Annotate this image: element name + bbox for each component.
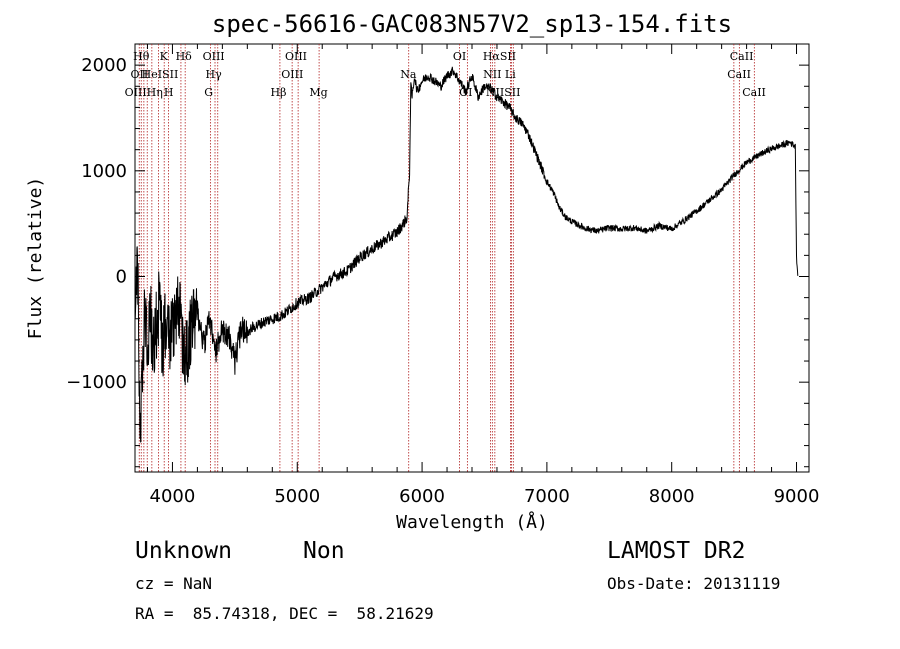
line-label-7: CaII <box>730 50 754 63</box>
line-label-17: G <box>204 86 213 99</box>
emission-line-markers <box>138 44 755 472</box>
line-label-19: Mg <box>309 86 327 99</box>
y-tick-label: 2000 <box>81 55 127 76</box>
x-tick-label: 5000 <box>274 486 320 507</box>
observation-date: Obs-Date: 20131119 <box>607 574 781 593</box>
chart-title: spec-56616-GAC083N57V2_sp13-154.fits <box>212 10 732 38</box>
ra-dec: RA = 85.74318, DEC = 58.21629 <box>135 604 434 623</box>
spectrum-line <box>134 66 799 443</box>
line-label-3: OIII <box>203 50 225 63</box>
line-label-9: HeISII <box>142 68 179 81</box>
line-label-2: Hδ <box>176 50 193 63</box>
object-class: Unknown <box>135 538 232 564</box>
x-tick-label: 4000 <box>150 486 196 507</box>
x-tick-label: 8000 <box>649 486 695 507</box>
y-tick-label: 0 <box>116 266 127 287</box>
line-label-13: NII Li <box>483 68 516 81</box>
y-axis: −1000 0 1000 2000 <box>66 43 809 468</box>
x-axis: 4000 5000 6000 7000 8000 9000 <box>146 44 820 507</box>
line-label-15: OIIIHη <box>125 86 163 99</box>
y-axis-label: Flux (relative) <box>25 177 46 340</box>
y-tick-label: 1000 <box>81 161 127 182</box>
line-label-1: K <box>160 50 169 63</box>
object-subclass: Non <box>303 538 345 564</box>
line-label-18: Hβ <box>271 86 287 99</box>
line-label-0: Hθ <box>133 50 150 63</box>
line-label-6: HαSII <box>483 50 516 63</box>
line-label-4: OIII <box>285 50 307 63</box>
line-label-22: CaII <box>742 86 766 99</box>
line-label-16: H <box>164 86 174 99</box>
line-label-10: Hγ <box>206 68 223 81</box>
line-label-12: Na <box>400 68 417 81</box>
plot-frame <box>134 43 810 473</box>
x-tick-label: 9000 <box>774 486 820 507</box>
x-tick-label: 6000 <box>399 486 445 507</box>
line-label-5: OI <box>453 50 466 63</box>
line-label-8: OII <box>131 68 149 81</box>
x-axis-label: Wavelength (Å) <box>396 511 548 533</box>
x-tick-label: 7000 <box>524 486 570 507</box>
redshift-cz: cz = NaN <box>135 574 213 593</box>
line-label-11: OIII <box>281 68 303 81</box>
line-label-14: CaII <box>727 68 751 81</box>
survey-name: LAMOST DR2 <box>607 538 746 564</box>
y-tick-label: −1000 <box>66 372 127 393</box>
